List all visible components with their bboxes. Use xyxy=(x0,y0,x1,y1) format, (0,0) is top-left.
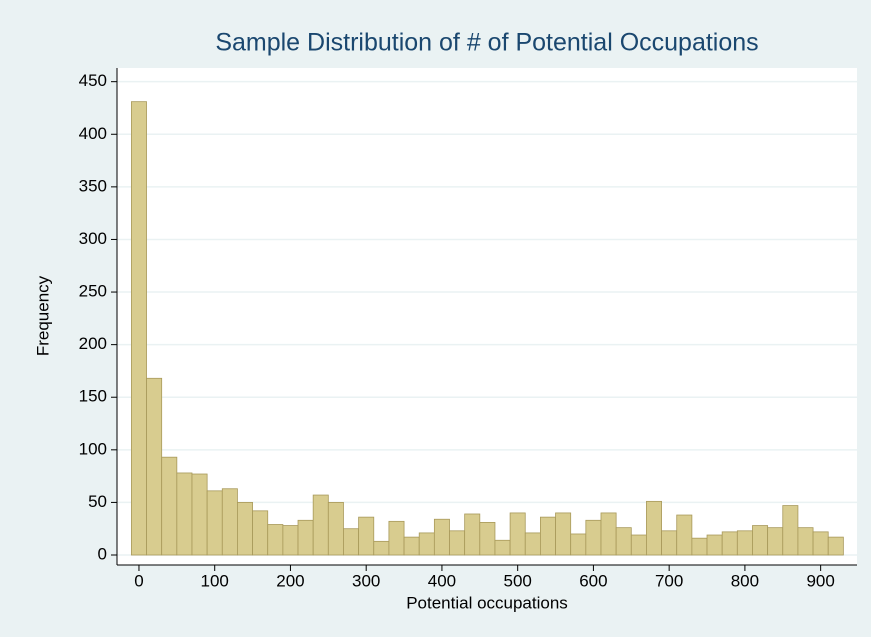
x-tick-label: 900 xyxy=(806,571,834,590)
bar xyxy=(539,516,556,556)
bar xyxy=(237,502,253,556)
bar xyxy=(721,531,738,556)
chart-title: Sample Distribution of # of Potential Oc… xyxy=(215,29,758,57)
y-axis-label: Frequency xyxy=(33,275,52,356)
bar xyxy=(433,518,450,556)
bar xyxy=(691,537,708,556)
x-tick-label: 300 xyxy=(352,571,380,590)
bar xyxy=(388,520,405,556)
bar xyxy=(403,536,420,556)
bar xyxy=(630,534,647,556)
bar xyxy=(509,512,526,556)
bar xyxy=(221,488,238,556)
bar xyxy=(524,532,541,556)
y-tick-label: 150 xyxy=(79,387,107,406)
y-tick-label: 250 xyxy=(79,282,107,301)
bar xyxy=(646,500,662,556)
y-tick-label: 450 xyxy=(79,71,107,90)
bar xyxy=(343,528,360,556)
bar xyxy=(191,473,208,556)
x-tick-label: 200 xyxy=(276,571,304,590)
bar xyxy=(282,525,299,556)
bar xyxy=(797,527,814,556)
bar xyxy=(358,516,375,556)
bar xyxy=(449,530,466,556)
bar xyxy=(267,524,284,556)
bar xyxy=(661,530,678,556)
bar xyxy=(418,532,435,556)
bar xyxy=(736,530,753,556)
bar xyxy=(479,522,496,556)
x-tick-label: 500 xyxy=(503,571,531,590)
x-tick-label: 700 xyxy=(655,571,683,590)
bar xyxy=(206,490,223,556)
bar xyxy=(464,513,481,556)
bar xyxy=(767,527,784,556)
x-tick-label: 400 xyxy=(428,571,456,590)
bar xyxy=(161,456,178,556)
bar xyxy=(782,505,799,556)
bar xyxy=(373,540,390,556)
bar xyxy=(812,531,829,556)
y-tick-label: 200 xyxy=(79,334,107,353)
y-tick-label: 100 xyxy=(79,439,107,458)
y-tick-label: 350 xyxy=(79,176,107,195)
bar xyxy=(555,512,572,556)
y-tick-label: 400 xyxy=(79,124,107,143)
x-tick-label: 800 xyxy=(731,571,759,590)
bar xyxy=(600,512,617,556)
bar xyxy=(752,525,769,556)
y-tick-label: 50 xyxy=(88,492,107,511)
bar xyxy=(176,472,193,556)
x-axis-label: Potential occupations xyxy=(406,593,568,612)
y-tick-label: 0 xyxy=(98,544,107,563)
bar xyxy=(327,502,344,556)
bar xyxy=(494,539,511,556)
bar xyxy=(827,536,844,556)
bar xyxy=(585,519,602,556)
plot-area xyxy=(117,68,857,565)
bar xyxy=(570,533,587,556)
bar xyxy=(146,377,163,556)
bar xyxy=(676,514,693,556)
x-tick-label: 600 xyxy=(579,571,607,590)
bar xyxy=(615,527,632,556)
bar xyxy=(252,510,269,556)
bar xyxy=(297,519,314,556)
y-tick-label: 300 xyxy=(79,229,107,248)
bar xyxy=(706,534,723,556)
x-tick-label: 100 xyxy=(201,571,229,590)
bar xyxy=(312,494,329,556)
x-tick-label: 0 xyxy=(134,571,143,590)
bar xyxy=(130,101,147,556)
